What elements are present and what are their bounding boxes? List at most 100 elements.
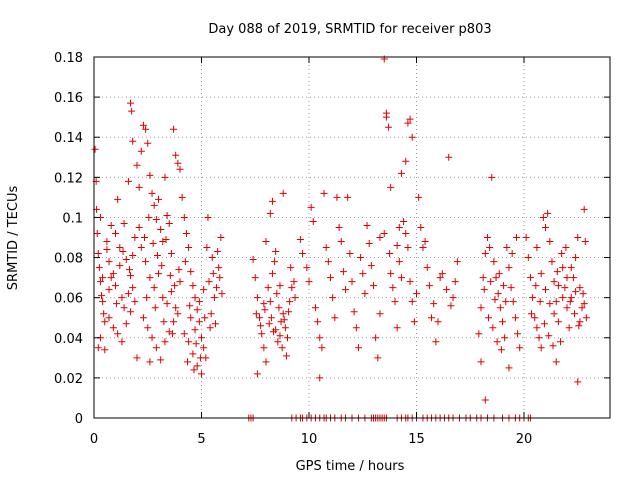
data-point xyxy=(165,219,173,227)
data-point xyxy=(266,209,274,217)
data-point xyxy=(205,278,213,286)
axis-ticks xyxy=(93,56,610,419)
data-point xyxy=(475,330,483,338)
data-point xyxy=(539,213,547,221)
data-point xyxy=(367,262,375,270)
data-point xyxy=(266,298,274,306)
data-point xyxy=(176,165,184,173)
data-point xyxy=(511,314,519,322)
data-point xyxy=(150,201,158,209)
data-point xyxy=(322,244,330,252)
data-point xyxy=(268,270,276,278)
data-point xyxy=(438,270,446,278)
data-point xyxy=(359,270,367,278)
data-point xyxy=(191,326,199,334)
data-point xyxy=(477,358,485,366)
data-point xyxy=(276,282,284,290)
data-point xyxy=(273,290,281,298)
data-point xyxy=(195,298,203,306)
data-point xyxy=(127,99,135,107)
data-point xyxy=(144,324,152,332)
data-point xyxy=(501,334,509,342)
data-point xyxy=(554,318,562,326)
data-point xyxy=(395,258,403,266)
data-point xyxy=(574,378,582,386)
data-point xyxy=(567,264,575,272)
data-point xyxy=(374,354,382,362)
data-point xyxy=(531,314,539,322)
data-point xyxy=(217,234,225,241)
data-point xyxy=(296,236,304,244)
data-point xyxy=(554,282,562,290)
data-point xyxy=(488,173,496,181)
data-point xyxy=(151,304,159,312)
data-point xyxy=(453,258,461,266)
data-point xyxy=(499,318,506,326)
data-point xyxy=(528,310,536,318)
data-point xyxy=(413,290,420,298)
data-point xyxy=(552,298,560,306)
data-point xyxy=(307,203,315,211)
data-point xyxy=(299,250,307,258)
data-point xyxy=(395,223,403,231)
data-point xyxy=(129,284,137,292)
data-point xyxy=(318,344,326,352)
data-point xyxy=(337,238,345,246)
data-point xyxy=(434,318,442,326)
data-point xyxy=(167,288,175,296)
data-point xyxy=(98,292,106,300)
data-point xyxy=(211,320,219,328)
data-point xyxy=(267,314,275,322)
data-point xyxy=(276,332,284,340)
data-point xyxy=(546,300,554,308)
data-point xyxy=(479,274,487,282)
data-point xyxy=(425,282,433,290)
data-point xyxy=(272,326,280,334)
y-tick-labels: 0 0.02 0.04 0.06 0.08 0.1 0.12 0.14 0.16 0.18 xyxy=(54,51,83,427)
data-point xyxy=(192,340,200,348)
data-point xyxy=(146,171,154,179)
data-point xyxy=(153,252,161,260)
data-point xyxy=(443,286,451,294)
data-point xyxy=(116,244,124,252)
data-point xyxy=(544,209,552,217)
data-point xyxy=(133,354,141,362)
data-point xyxy=(333,193,341,201)
data-point xyxy=(557,338,565,346)
data-point xyxy=(393,324,401,332)
data-point xyxy=(105,286,113,294)
data-point xyxy=(209,270,217,278)
data-point xyxy=(561,284,569,292)
data-point xyxy=(174,310,182,318)
data-point xyxy=(514,330,522,338)
data-point xyxy=(253,370,261,378)
data-point xyxy=(485,314,493,322)
data-point xyxy=(578,304,586,312)
data-point xyxy=(480,286,488,294)
data-point xyxy=(535,334,543,342)
data-point xyxy=(180,213,188,221)
data-point xyxy=(144,139,152,147)
data-point xyxy=(158,262,166,270)
data-point xyxy=(376,234,384,241)
data-point xyxy=(404,119,412,127)
data-point xyxy=(505,364,513,372)
data-point xyxy=(572,288,580,296)
data-point xyxy=(344,193,352,201)
data-point xyxy=(124,177,132,185)
data-point xyxy=(546,238,554,246)
data-point xyxy=(279,189,287,197)
data-point xyxy=(129,252,137,260)
data-point xyxy=(131,298,139,306)
data-point xyxy=(116,262,124,270)
data-point xyxy=(536,298,544,306)
y-tick-label: 0.04 xyxy=(54,332,83,347)
data-point xyxy=(187,314,195,322)
x-tick-label: 5 xyxy=(197,432,205,447)
data-point xyxy=(172,151,180,159)
data-point xyxy=(582,314,590,322)
data-point xyxy=(314,318,322,326)
data-point xyxy=(316,374,324,382)
data-point xyxy=(120,304,128,312)
data-point xyxy=(105,314,113,322)
